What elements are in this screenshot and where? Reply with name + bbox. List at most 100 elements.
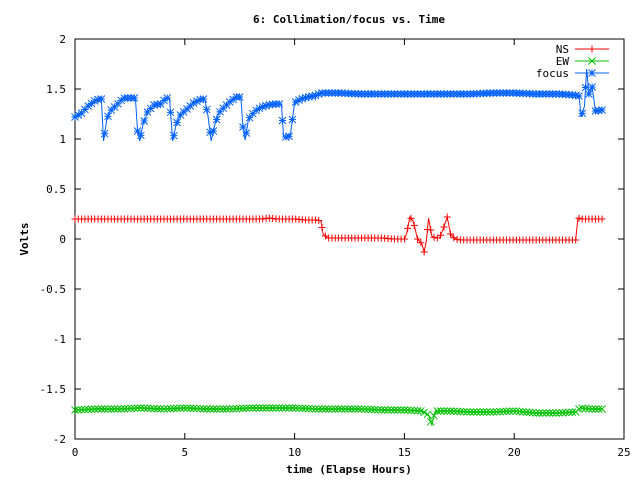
- data-point: [598, 106, 606, 114]
- data-point: [209, 127, 218, 135]
- data-point: [561, 408, 570, 417]
- data-point: [212, 405, 221, 413]
- data-point: [407, 406, 415, 415]
- data-point: [565, 408, 573, 417]
- chart-title: 6: Collimation/focus vs. Time: [253, 13, 445, 26]
- data-point: [104, 405, 112, 413]
- data-point: [219, 405, 228, 413]
- data-point: [588, 405, 597, 413]
- data-point: [242, 129, 251, 137]
- data-point: [196, 404, 205, 413]
- data-point: [120, 404, 129, 413]
- data-point: [173, 404, 181, 413]
- data-point: [347, 405, 356, 413]
- data-point: [598, 215, 606, 223]
- data-point: [97, 405, 106, 413]
- data-point: [512, 407, 521, 416]
- data-point: [581, 83, 590, 92]
- data-point: [515, 407, 524, 416]
- data-point: [476, 408, 485, 416]
- data-point: [202, 105, 211, 114]
- data-point: [137, 131, 145, 140]
- data-point: [193, 404, 201, 413]
- data-point: [505, 407, 514, 416]
- data-point: [94, 405, 102, 413]
- data-point: [150, 404, 158, 413]
- data-point: [427, 226, 435, 234]
- y-tick-label: -1: [53, 333, 66, 346]
- data-point: [403, 406, 412, 415]
- data-point: [568, 408, 577, 417]
- data-point: [591, 405, 600, 413]
- data-point: [229, 404, 237, 413]
- data-point: [331, 405, 340, 413]
- data-point: [384, 406, 392, 414]
- data-point: [387, 406, 396, 414]
- data-point: [437, 231, 445, 239]
- data-point: [291, 404, 300, 412]
- data-point: [499, 407, 508, 416]
- data-point: [288, 404, 297, 412]
- data-point: [370, 405, 379, 414]
- data-point: [206, 405, 214, 413]
- y-tick-label: 2: [59, 33, 66, 46]
- data-point: [337, 405, 346, 413]
- data-point: [308, 404, 317, 413]
- data-point: [575, 92, 583, 100]
- data-point: [186, 404, 195, 413]
- legend-marker: [588, 69, 596, 77]
- data-point: [285, 404, 293, 412]
- data-point: [143, 404, 152, 413]
- data-point: [509, 407, 517, 415]
- y-tick-label: -2: [53, 433, 66, 446]
- data-point: [341, 405, 349, 413]
- data-point: [473, 408, 481, 416]
- data-point: [334, 405, 343, 413]
- data-point: [209, 405, 218, 413]
- data-point: [156, 405, 165, 413]
- data-point: [410, 222, 418, 229]
- data-point: [255, 404, 264, 412]
- data-point: [519, 407, 527, 416]
- data-point: [430, 411, 438, 420]
- data-point: [137, 404, 145, 412]
- data-point: [314, 405, 323, 413]
- data-point: [249, 404, 257, 412]
- data-point: [146, 404, 155, 413]
- data-point: [169, 131, 178, 140]
- data-point: [140, 404, 149, 413]
- data-point: [423, 410, 432, 419]
- x-tick-label: 20: [508, 446, 521, 459]
- data-point: [169, 404, 178, 413]
- legend-entry-focus: focus: [536, 67, 609, 80]
- data-point: [538, 409, 547, 417]
- data-point: [456, 407, 465, 416]
- data-point: [578, 109, 587, 118]
- data-point: [552, 409, 560, 417]
- data-point: [74, 405, 83, 414]
- data-point: [598, 405, 606, 413]
- data-point: [301, 404, 310, 413]
- series-focus: [71, 68, 606, 142]
- data-point: [202, 405, 211, 413]
- data-point: [160, 405, 168, 413]
- data-point: [440, 223, 448, 231]
- data-point: [433, 407, 442, 415]
- data-point: [318, 224, 326, 231]
- data-point: [176, 404, 185, 413]
- data-point: [594, 405, 603, 413]
- data-point: [443, 407, 452, 415]
- data-point: [440, 407, 448, 415]
- data-point: [555, 409, 564, 417]
- data-point: [453, 407, 461, 416]
- data-point: [242, 404, 251, 413]
- data-point: [486, 408, 494, 416]
- series-layer: [71, 68, 606, 427]
- data-point: [87, 405, 96, 414]
- series-ew: [71, 404, 606, 427]
- x-axis-label: time (Elapse Hours): [286, 463, 412, 476]
- data-point: [295, 404, 303, 413]
- data-point: [522, 408, 531, 416]
- data-point: [113, 405, 122, 413]
- x-tick-label: 10: [288, 446, 301, 459]
